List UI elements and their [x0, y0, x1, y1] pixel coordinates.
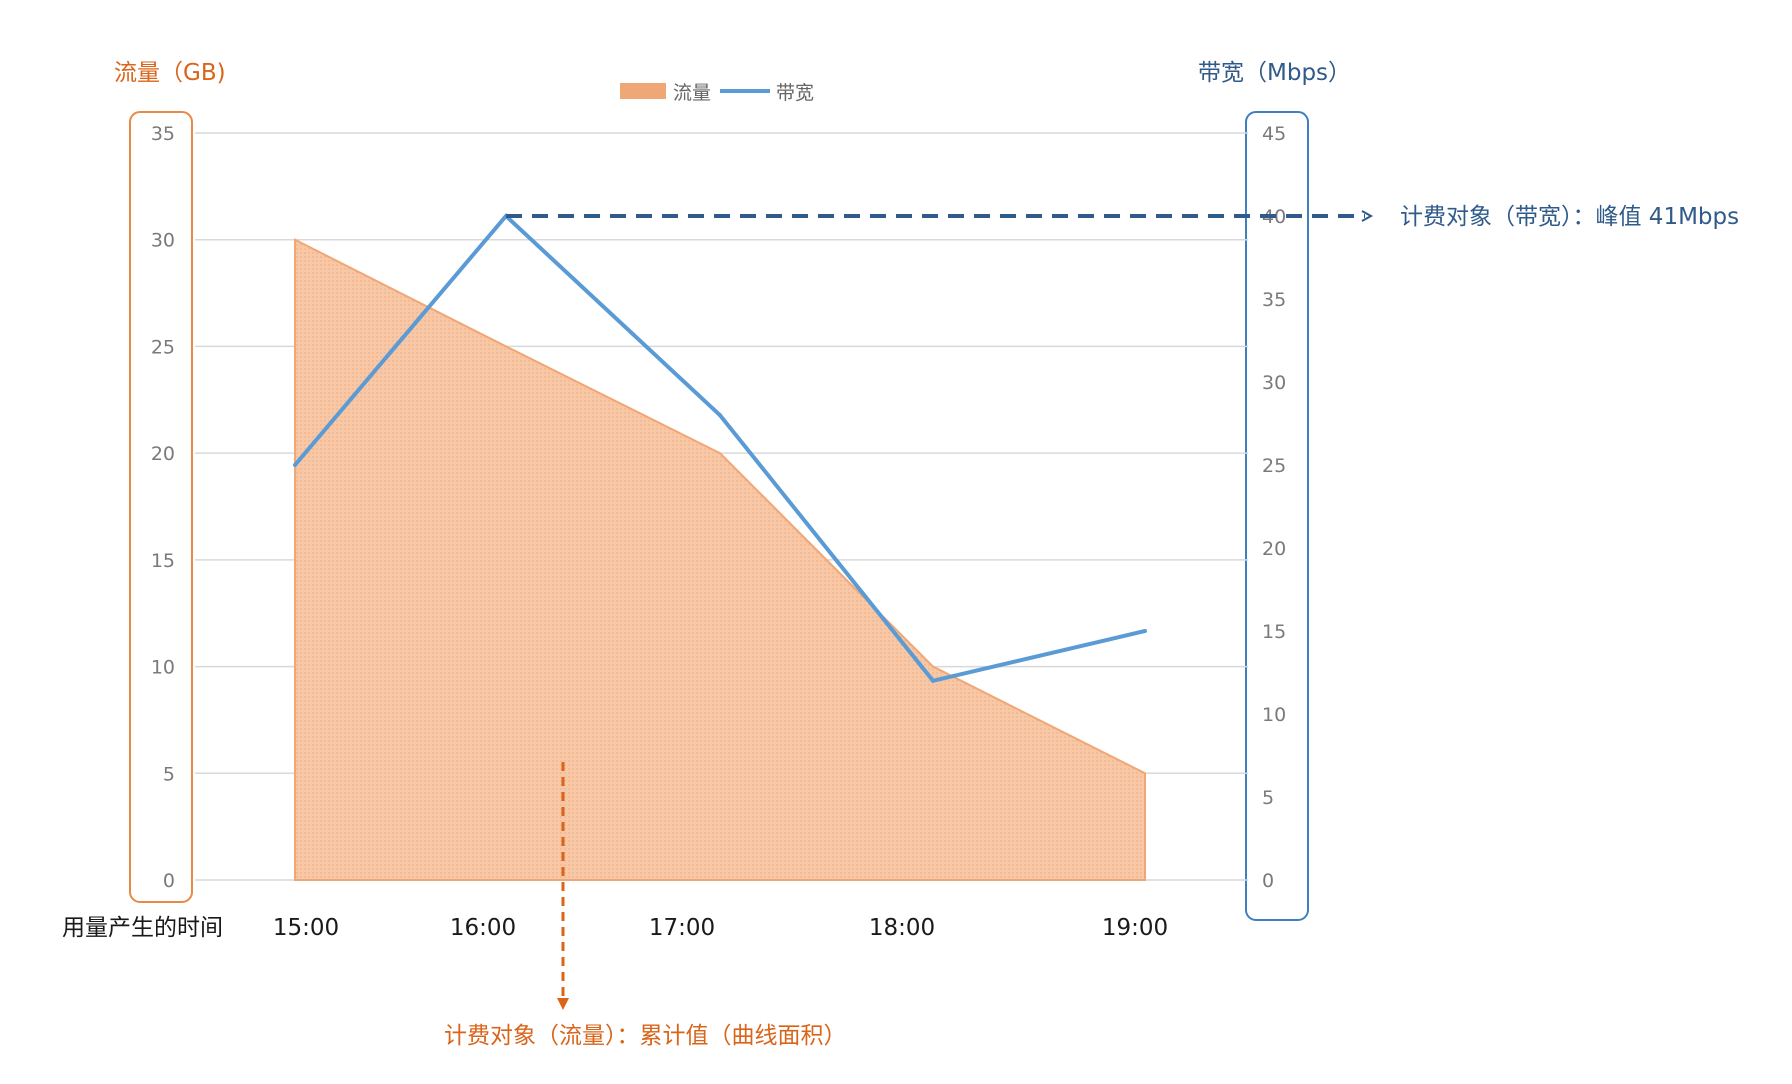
left-tick-label: 10: [151, 657, 175, 679]
right-axis-ticks: 051015202530354045: [1262, 123, 1286, 892]
bandwidth-point: [931, 679, 935, 683]
right-axis-frame: [1246, 112, 1308, 920]
left-tick-label: 25: [151, 336, 175, 358]
legend: 流量 带宽: [620, 82, 814, 104]
x-axis-title: 用量产生的时间: [62, 915, 223, 941]
right-tick-label: 25: [1262, 455, 1286, 477]
left-tick-label: 35: [151, 123, 175, 145]
bandwidth-annotation-text: 计费对象（带宽）：峰值 41Mbps: [1400, 204, 1739, 230]
legend-label-bandwidth: 带宽: [776, 82, 814, 104]
legend-label-traffic: 流量: [673, 82, 711, 104]
right-tick-label: 15: [1262, 621, 1286, 643]
right-tick-label: 30: [1262, 372, 1286, 394]
x-tick-label: 17:00: [649, 915, 715, 941]
left-tick-label: 0: [163, 870, 175, 892]
left-axis-ticks: 0 5 10 15 20 25 30 35: [151, 123, 175, 892]
right-tick-label: 20: [1262, 538, 1286, 560]
left-tick-label: 15: [151, 550, 175, 572]
bandwidth-annotation: 计费对象（带宽）：峰值 41Mbps: [506, 204, 1739, 230]
right-tick-label: 5: [1262, 787, 1274, 809]
right-tick-label: 0: [1262, 870, 1274, 892]
bandwidth-point: [293, 463, 297, 467]
right-axis-title: 带宽（Mbps）: [1198, 60, 1351, 86]
x-axis-ticks: 15:00 16:00 17:00 18:00 19:00: [273, 915, 1168, 941]
x-tick-label: 18:00: [869, 915, 935, 941]
bandwidth-point: [718, 413, 722, 417]
x-tick-label: 19:00: [1102, 915, 1168, 941]
right-tick-label: 35: [1262, 289, 1286, 311]
left-tick-label: 20: [151, 443, 175, 465]
traffic-arrow-icon: [557, 998, 569, 1010]
legend-swatch-traffic: [620, 83, 666, 99]
traffic-annotation-text: 计费对象（流量）：累计值（曲线面积）: [444, 1023, 847, 1049]
bandwidth-point: [1143, 629, 1147, 633]
left-tick-label: 30: [151, 230, 175, 252]
left-tick-label: 5: [163, 763, 175, 785]
x-tick-label: 15:00: [273, 915, 339, 941]
x-tick-label: 16:00: [450, 915, 516, 941]
right-tick-label: 10: [1262, 704, 1286, 726]
right-tick-label: 45: [1262, 123, 1286, 145]
bandwidth-arrow-icon: [1362, 211, 1371, 221]
series-layer: [293, 214, 1147, 880]
left-axis-title: 流量（GB): [114, 60, 226, 86]
